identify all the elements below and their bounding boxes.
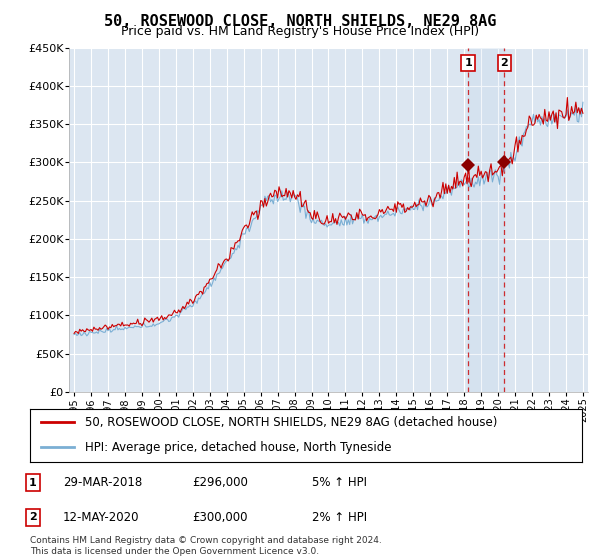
Text: 1: 1 — [464, 58, 472, 68]
Text: 5% ↑ HPI: 5% ↑ HPI — [312, 476, 367, 489]
Text: HPI: Average price, detached house, North Tyneside: HPI: Average price, detached house, Nort… — [85, 441, 392, 454]
Bar — [468, 48, 505, 392]
Text: £300,000: £300,000 — [192, 511, 248, 524]
Text: 50, ROSEWOOD CLOSE, NORTH SHIELDS, NE29 8AG (detached house): 50, ROSEWOOD CLOSE, NORTH SHIELDS, NE29 … — [85, 416, 497, 428]
Text: 50, ROSEWOOD CLOSE, NORTH SHIELDS, NE29 8AG: 50, ROSEWOOD CLOSE, NORTH SHIELDS, NE29 … — [104, 14, 496, 29]
Text: 2% ↑ HPI: 2% ↑ HPI — [312, 511, 367, 524]
Text: 1: 1 — [29, 478, 37, 488]
Text: 29-MAR-2018: 29-MAR-2018 — [63, 476, 142, 489]
Text: Price paid vs. HM Land Registry's House Price Index (HPI): Price paid vs. HM Land Registry's House … — [121, 25, 479, 38]
Text: Contains HM Land Registry data © Crown copyright and database right 2024.
This d: Contains HM Land Registry data © Crown c… — [30, 536, 382, 556]
Text: 2: 2 — [500, 58, 508, 68]
Text: 12-MAY-2020: 12-MAY-2020 — [63, 511, 139, 524]
Text: £296,000: £296,000 — [192, 476, 248, 489]
Text: 2: 2 — [29, 512, 37, 522]
